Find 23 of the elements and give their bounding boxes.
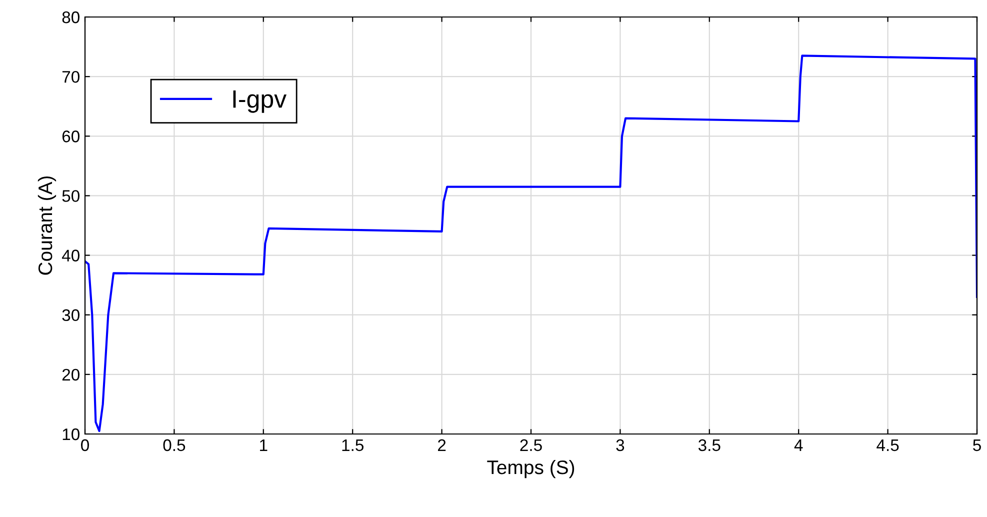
x-tick-label: 0.5 [163, 439, 186, 452]
x-tick-label: 2 [438, 439, 446, 451]
y-tick-label: 70 [62, 70, 80, 83]
x-tick-label: 1 [260, 439, 268, 451]
x-tick-label: 2.5 [520, 439, 542, 452]
x-tick-label: 0 [81, 439, 89, 452]
y-axis-title: Courant (A) [38, 176, 56, 275]
x-tick-label: 4.5 [876, 439, 899, 452]
x-tick-label: 5 [973, 439, 981, 452]
x-axis-title: Temps (S) [487, 460, 574, 478]
x-tick-label: 1.5 [342, 439, 364, 452]
y-tick-label: 40 [62, 250, 80, 262]
line-series [85, 54, 977, 432]
y-tick-label: 30 [62, 309, 80, 322]
x-tick-label: 3.5 [698, 439, 720, 452]
x-tick-label: 4 [794, 439, 803, 451]
legend-label: I-gpv [233, 90, 287, 113]
y-tick-label: 80 [62, 11, 80, 24]
y-tick-label: 20 [62, 368, 80, 381]
x-tick-label: 3 [616, 439, 624, 452]
y-tick-label: 60 [62, 130, 80, 142]
y-tick-label: 10 [62, 428, 80, 440]
y-tick-label: 50 [62, 190, 80, 202]
